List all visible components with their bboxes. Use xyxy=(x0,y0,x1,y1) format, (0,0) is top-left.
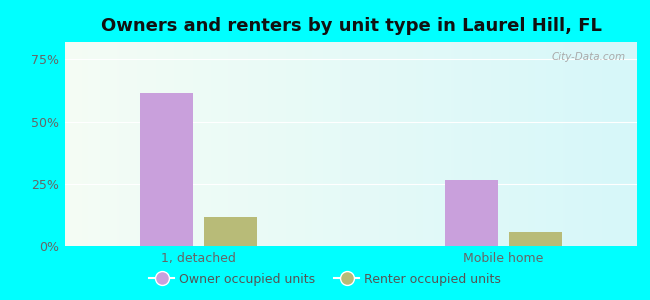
Text: City-Data.com: City-Data.com xyxy=(551,52,625,62)
Legend: Owner occupied units, Renter occupied units: Owner occupied units, Renter occupied un… xyxy=(144,268,506,291)
Title: Owners and renters by unit type in Laurel Hill, FL: Owners and renters by unit type in Laure… xyxy=(101,17,601,35)
Bar xyxy=(204,218,257,246)
Bar xyxy=(445,180,498,246)
Bar xyxy=(140,93,193,246)
Bar xyxy=(509,232,562,246)
